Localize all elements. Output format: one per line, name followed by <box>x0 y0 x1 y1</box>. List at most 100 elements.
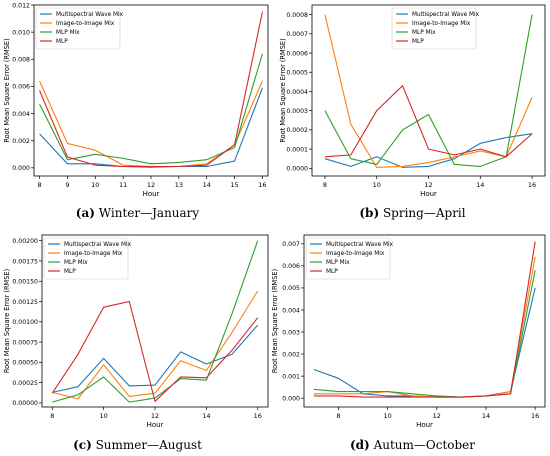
chart-b-xlabel: Hour <box>420 190 437 198</box>
chart-b-legend-label: MLP <box>412 39 424 45</box>
chart-b-ylabel: Root Mean Square Error (RMSE) <box>279 38 287 142</box>
chart-a-ytick-label: 0.012 <box>12 2 30 9</box>
chart-c-legend-label: Multispectral Wave Mix <box>64 242 132 248</box>
chart-c-xtick-label: 12 <box>151 412 159 420</box>
chart-d-ytick-label: 0.005 <box>282 285 300 292</box>
chart-c-xlabel: Hour <box>147 421 164 429</box>
chart-d-ylabel: Root Mean Square Error (RMSE) <box>271 269 279 373</box>
chart-b-legend-label: MLP Mix <box>412 30 436 36</box>
chart-a-xtick-label: 8 <box>38 181 42 189</box>
chart-c-xtick-label: 8 <box>50 412 54 420</box>
chart-c-ytick-label: 0.00125 <box>12 299 38 306</box>
chart-b-ytick-label: 0.0001 <box>286 146 308 153</box>
chart-c-legend-label: MLP <box>64 269 76 275</box>
chart-d: 8 10 12 14 16 0.000 0.001 0.002 0.003 0.004 0.005 0… <box>271 234 546 429</box>
chart-d-ytick-label: 0.007 <box>282 241 300 248</box>
chart-d-xtick-label: 8 <box>336 412 340 420</box>
chart-b-ytick-label: 0.0006 <box>286 50 308 57</box>
chart-c-ytick-label: 0.00075 <box>12 339 38 346</box>
chart-b-ytick-label: 0.0004 <box>286 89 308 96</box>
chart-c-series-line <box>51 300 259 402</box>
chart-a-xtick-label: 12 <box>147 181 155 189</box>
chart-c-xtick-label: 14 <box>202 412 210 420</box>
chart-c: 8 10 12 14 16 0.00000 0.00025 0.00050 0.00075 0.0… <box>3 234 269 429</box>
chart-b-ytick-label: 0.0002 <box>286 127 308 134</box>
chart-a-ytick-label: 0.000 <box>12 165 30 172</box>
chart-a-legend <box>35 7 121 50</box>
chart-a-xtick-label: 14 <box>203 181 211 189</box>
chart-d-xtick-label: 12 <box>433 412 441 420</box>
chart-b-legend <box>391 7 477 50</box>
caption-b-letter: (b) <box>359 206 380 220</box>
chart-c-series-line <box>52 240 259 403</box>
chart-a-xtick-label: 13 <box>175 181 183 189</box>
caption-c-text: Summer—August <box>95 438 202 452</box>
chart-b-ytick-label: 0.0000 <box>286 166 308 173</box>
caption-c: (c) Summer—August <box>0 438 275 452</box>
chart-a-xlabel: Hour <box>143 190 160 198</box>
caption-b: (b) Spring—April <box>275 206 550 220</box>
chart-a-xtick-label: 15 <box>230 181 238 189</box>
chart-b: 8 10 12 14 16 0.0000 0.0001 0.0002 0.0003 0.0004 0… <box>279 4 546 198</box>
caption-a: (a) Winter—January <box>0 206 275 220</box>
chart-d-legend-label: MLP <box>326 269 338 275</box>
chart-c-xtick-label: 10 <box>99 412 107 420</box>
chart-b-xtick-label: 16 <box>528 181 536 189</box>
chart-c-ytick-label: 0.00100 <box>12 319 38 326</box>
chart-b-xtick-label: 8 <box>323 181 327 189</box>
chart-a-xtick-label: 10 <box>91 181 99 189</box>
chart-c-series-line <box>52 290 259 400</box>
caption-d: (d) Autum—October <box>275 438 550 452</box>
chart-c-ytick-label: 0.00200 <box>12 238 38 245</box>
caption-d-letter: (d) <box>349 438 370 452</box>
chart-c-ytick-label: 0.00000 <box>12 400 38 407</box>
chart-d-ytick-label: 0.003 <box>282 329 300 336</box>
chart-a-legend-label: Multispectral Wave Mix <box>56 12 124 18</box>
chart-a-legend-label: MLP Mix <box>56 30 80 36</box>
chart-c-ytick-label: 0.00025 <box>12 380 38 387</box>
chart-d-ytick-label: 0.001 <box>282 373 300 380</box>
chart-b-ytick-label: 0.0008 <box>286 12 308 19</box>
caption-a-text: Winter—January <box>98 206 200 220</box>
chart-d-series-line <box>313 241 536 398</box>
chart-d-xtick-label: 10 <box>383 412 391 420</box>
chart-a-series-line <box>39 11 263 168</box>
chart-a-legend-label: MLP <box>56 39 68 45</box>
chart-a-ytick-label: 0.002 <box>12 138 30 145</box>
chart-b-legend-label: Multispectral Wave Mix <box>412 12 480 18</box>
chart-c-legend-label: MLP Mix <box>64 260 88 266</box>
chart-d-legend <box>305 237 391 280</box>
chart-b-xtick-label: 12 <box>424 181 432 189</box>
chart-c-ytick-label: 0.00150 <box>12 279 38 286</box>
chart-c-ylabel: Root Mean Square Error (RMSE) <box>3 269 11 373</box>
chart-c-legend <box>43 237 129 280</box>
chart-d-ytick-label: 0.006 <box>282 263 300 270</box>
chart-a-xtick-label: 16 <box>258 181 266 189</box>
chart-a-series-line <box>39 87 263 168</box>
chart-a-ytick-label: 0.008 <box>12 57 30 64</box>
chart-d-legend-label: Multispectral Wave Mix <box>326 242 394 248</box>
chart-b-series-line <box>324 85 533 158</box>
caption-a-letter: (a) <box>75 206 95 220</box>
chart-c-xtick-label: 16 <box>254 412 262 420</box>
chart-c-series-line <box>52 324 259 393</box>
chart-a-ytick-label: 0.010 <box>12 29 30 36</box>
chart-b-series-line <box>324 14 533 168</box>
chart-b-ytick-label: 0.0003 <box>286 108 308 115</box>
chart-a-xtick-label: 9 <box>65 181 69 189</box>
chart-a-ylabel: Root Mean Square Error (RMSE) <box>3 38 11 142</box>
chart-b-xtick-label: 14 <box>476 181 484 189</box>
chart-d-ytick-label: 0.002 <box>282 351 300 358</box>
chart-d-ytick-label: 0.004 <box>282 307 300 314</box>
caption-c-letter: (c) <box>73 438 92 452</box>
chart-b-series-line <box>324 14 533 167</box>
chart-c-legend-label: Image-to-Image Mix <box>64 251 123 257</box>
chart-d-series-line <box>313 256 536 398</box>
chart-b-ytick-label: 0.0007 <box>286 31 308 38</box>
chart-a-ytick-label: 0.006 <box>12 84 30 91</box>
chart-d-legend-label: MLP Mix <box>326 260 350 266</box>
caption-b-text: Spring—April <box>382 206 466 220</box>
chart-b-legend-label: Image-to-Image Mix <box>412 21 471 27</box>
chart-d-legend-label: Image-to-Image Mix <box>326 251 385 257</box>
